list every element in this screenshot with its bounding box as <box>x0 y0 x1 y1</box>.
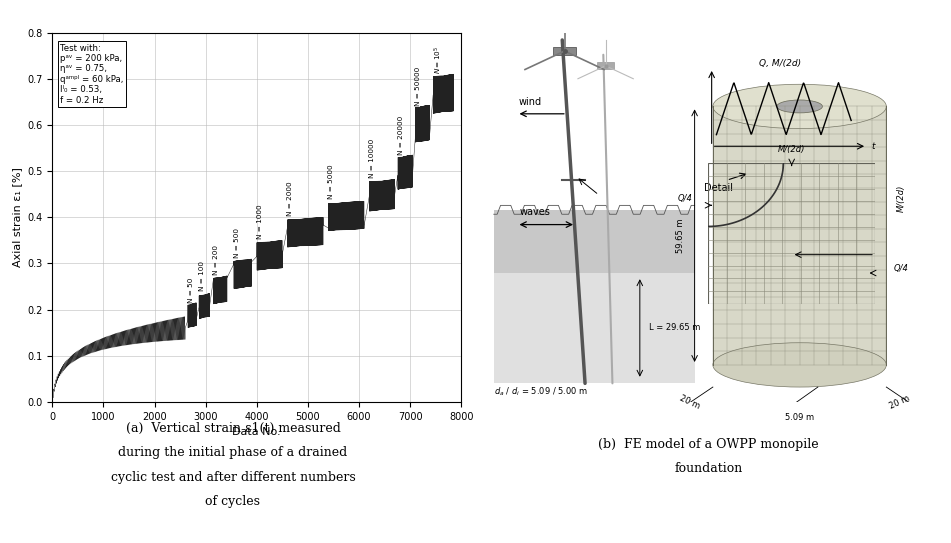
Text: Q, M/(2d): Q, M/(2d) <box>759 59 801 68</box>
Text: 5.09 m: 5.09 m <box>785 413 814 422</box>
Text: Test with:
pᵃᵛ = 200 kPa,
ηᵃᵛ = 0.75,
qᵃᵐᵖˡ = 60 kPa,
Iᴵ₀ = 0.53,
f = 0.2 Hz: Test with: pᵃᵛ = 200 kPa, ηᵃᵛ = 0.75, qᵃ… <box>61 43 124 105</box>
Text: (b)  FE model of a OWPP monopile: (b) FE model of a OWPP monopile <box>598 438 819 451</box>
Bar <box>494 210 694 273</box>
Text: N = 2000: N = 2000 <box>287 181 294 216</box>
Text: N = 20000: N = 20000 <box>398 116 404 155</box>
Text: M/(2d): M/(2d) <box>897 185 906 212</box>
Text: foundation: foundation <box>674 463 743 476</box>
Ellipse shape <box>777 100 823 113</box>
Text: Q/4: Q/4 <box>894 264 909 273</box>
Bar <box>494 273 694 383</box>
Text: 20 m: 20 m <box>678 394 702 411</box>
Text: N = 200: N = 200 <box>213 245 220 275</box>
Text: t: t <box>872 142 875 151</box>
Text: 20 m: 20 m <box>888 394 912 411</box>
Text: waves: waves <box>519 207 551 217</box>
Bar <box>597 62 613 69</box>
Text: during the initial phase of a drained: during the initial phase of a drained <box>118 446 348 459</box>
Text: $d_a$ / $d_i$ = 5.09 / 5.00 m: $d_a$ / $d_i$ = 5.09 / 5.00 m <box>494 386 588 398</box>
Text: N = 100: N = 100 <box>199 261 205 291</box>
Text: N = 5000: N = 5000 <box>328 164 335 199</box>
Text: Detail: Detail <box>704 184 732 193</box>
Text: N = 50: N = 50 <box>187 277 194 302</box>
Text: M/(2d): M/(2d) <box>778 144 805 154</box>
Text: $N = 10^5$: $N = 10^5$ <box>433 46 444 74</box>
Text: N = 1000: N = 1000 <box>257 205 262 239</box>
Y-axis label: Axial strain ε₁ [%]: Axial strain ε₁ [%] <box>11 167 22 267</box>
Bar <box>553 47 576 55</box>
Ellipse shape <box>713 343 886 387</box>
Text: 59.65 m: 59.65 m <box>676 218 686 253</box>
Text: (a)  Vertical strain ε1(t) measured: (a) Vertical strain ε1(t) measured <box>126 422 340 435</box>
Text: N = 50000: N = 50000 <box>416 67 421 106</box>
Text: N = 500: N = 500 <box>234 228 240 258</box>
Ellipse shape <box>713 84 886 129</box>
Text: Q/4: Q/4 <box>678 194 692 203</box>
Text: of cycles: of cycles <box>205 495 261 508</box>
Bar <box>713 106 886 365</box>
Text: N = 10000: N = 10000 <box>369 138 376 178</box>
Text: L = 29.65 m: L = 29.65 m <box>649 324 700 332</box>
Text: cyclic test and after different numbers: cyclic test and after different numbers <box>110 471 356 484</box>
X-axis label: Data No.: Data No. <box>232 427 281 437</box>
Text: wind: wind <box>518 97 542 106</box>
